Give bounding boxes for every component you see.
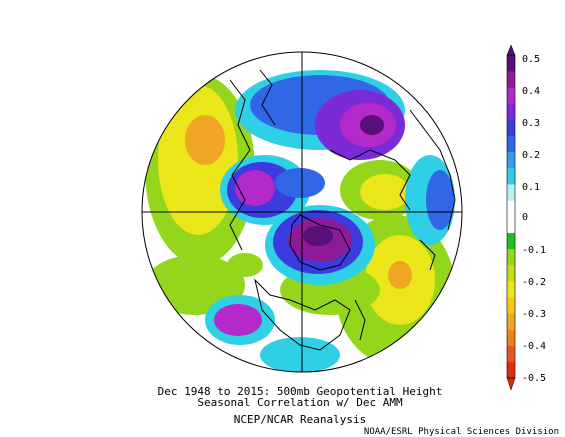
- colorbar-tick-label: -0.1: [522, 245, 547, 256]
- colorbar-segment: [507, 281, 515, 298]
- colorbar-tick-label: -0.4: [522, 341, 547, 352]
- colorbar-segment: [507, 135, 515, 153]
- colorbar-segment: [507, 87, 515, 104]
- graticule: [142, 52, 462, 372]
- credit-text: NOAA/ESRL Physical Sciences Division: [363, 427, 559, 437]
- colorbar-segment: [507, 248, 515, 266]
- colorbar-segment: [507, 361, 515, 379]
- colorbar-tick-label: 0.4: [522, 86, 541, 97]
- colorbar-tick-label: -0.3: [522, 309, 547, 320]
- colorbar-segment: [507, 55, 515, 72]
- colorbar-segment: [507, 184, 515, 201]
- colorbar-outline: [506, 54, 516, 379]
- colorbar-tick-label: 0.5: [522, 54, 541, 65]
- colorbar-segment: [507, 151, 515, 169]
- colorbar-segment: [507, 329, 515, 346]
- colorbar-segment: [507, 168, 515, 185]
- colorbar-tick-label: 0.2: [522, 150, 541, 161]
- colorbar-segment: [507, 297, 515, 314]
- colorbar-tick-label: 0.1: [522, 182, 541, 193]
- title-line-1: Dec 1948 to 2015: 500mb Geopotential Hei…: [157, 385, 443, 398]
- colorbar-segment: [507, 345, 515, 363]
- colorbar-segment: [507, 103, 515, 120]
- colorbar-top-arrow: [506, 44, 516, 56]
- colorbar-segment: [507, 264, 515, 282]
- colorbar-segment: [507, 313, 515, 330]
- title-line-3: NCEP/NCAR Reanalysis: [233, 413, 367, 426]
- coastlines: [229, 69, 456, 351]
- colorbar-tick-label: -0.5: [522, 373, 547, 384]
- map-boundary: [141, 51, 463, 373]
- colorbar-segment: [507, 119, 515, 137]
- colorbar-bottom-arrow: [506, 377, 516, 391]
- colorbar-segment: [507, 71, 515, 88]
- colorbar-segment: [507, 200, 515, 217]
- colorbar: [506, 44, 516, 391]
- colorbar-tick-label: 0.3: [522, 118, 541, 129]
- colorbar-tick-label: 0: [522, 212, 529, 223]
- title-line-2: Seasonal Correlation w/ Dec AMM: [197, 396, 403, 409]
- colorbar-segment: [507, 232, 515, 250]
- colorbar-segment: [507, 216, 515, 233]
- colorbar-tick-label: -0.2: [522, 277, 547, 288]
